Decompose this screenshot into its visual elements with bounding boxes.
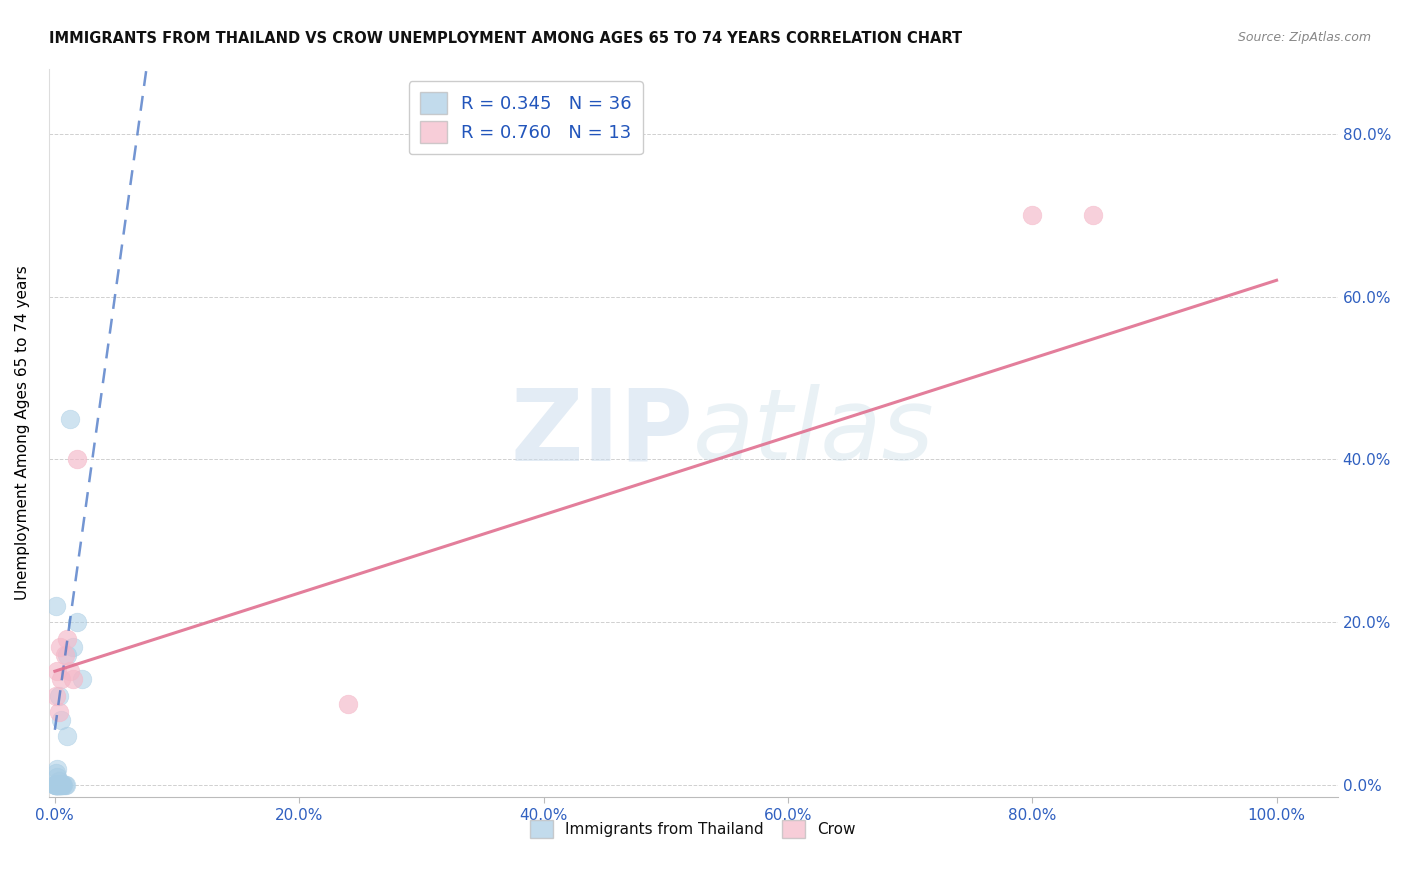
Point	[45, 778, 67, 792]
Point	[48, 689, 70, 703]
Text: atlas: atlas	[693, 384, 935, 482]
Point	[45, 778, 67, 792]
Point	[49, 673, 72, 687]
Point	[52, 778, 75, 792]
Point	[48, 705, 70, 719]
Point	[49, 778, 72, 792]
Point	[45, 778, 67, 792]
Point	[46, 778, 69, 792]
Point	[51, 778, 73, 792]
Point	[46, 778, 69, 792]
Text: ZIP: ZIP	[510, 384, 693, 482]
Point	[45, 766, 67, 780]
Point	[45, 778, 67, 792]
Point	[49, 713, 72, 727]
Point	[56, 632, 79, 646]
Point	[45, 770, 67, 784]
Point	[1021, 208, 1043, 222]
Point	[48, 778, 70, 792]
Point	[58, 411, 80, 425]
Point	[45, 689, 67, 703]
Point	[337, 697, 360, 711]
Point	[48, 778, 70, 792]
Point	[62, 673, 84, 687]
Point	[46, 778, 69, 792]
Point	[66, 615, 89, 630]
Point	[58, 664, 80, 678]
Point	[48, 778, 70, 792]
Point	[62, 640, 84, 654]
Point	[48, 774, 70, 789]
Point	[53, 778, 76, 792]
Text: IMMIGRANTS FROM THAILAND VS CROW UNEMPLOYMENT AMONG AGES 65 TO 74 YEARS CORRELAT: IMMIGRANTS FROM THAILAND VS CROW UNEMPLO…	[49, 31, 962, 46]
Point	[46, 762, 69, 776]
Point	[55, 778, 77, 792]
Point	[49, 778, 72, 792]
Point	[70, 673, 93, 687]
Point	[53, 648, 76, 662]
Point	[46, 664, 69, 678]
Point	[48, 778, 70, 792]
Point	[44, 778, 66, 792]
Text: Source: ZipAtlas.com: Source: ZipAtlas.com	[1237, 31, 1371, 45]
Point	[44, 778, 66, 792]
Legend: Immigrants from Thailand, Crow: Immigrants from Thailand, Crow	[524, 814, 862, 845]
Point	[48, 640, 70, 654]
Point	[46, 778, 69, 792]
Point	[56, 648, 79, 662]
Point	[51, 778, 73, 792]
Point	[66, 452, 89, 467]
Point	[56, 730, 79, 744]
Point	[45, 778, 67, 792]
Point	[45, 599, 67, 613]
Point	[1083, 208, 1105, 222]
Y-axis label: Unemployment Among Ages 65 to 74 years: Unemployment Among Ages 65 to 74 years	[15, 266, 30, 600]
Point	[48, 778, 70, 792]
